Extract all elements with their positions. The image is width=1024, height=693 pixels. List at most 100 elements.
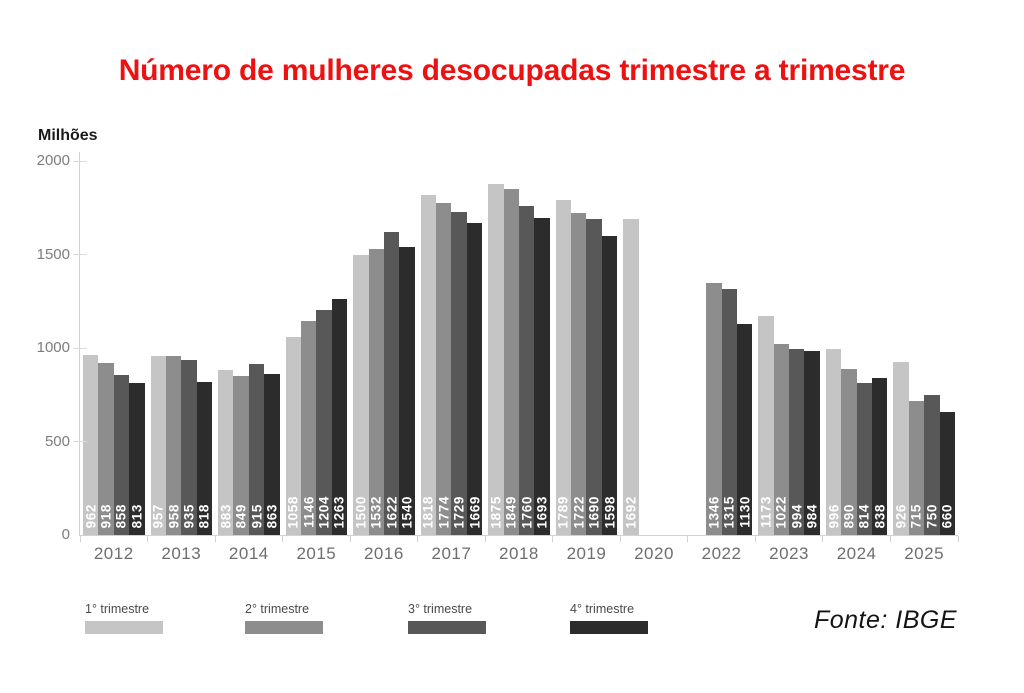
x-category-label: 2022: [701, 544, 742, 563]
x-category-label: 2018: [499, 544, 539, 563]
x-tick: [79, 536, 81, 542]
bar-group: 1058 1146 1204 1263: [283, 298, 351, 535]
x-category-label: 2019: [566, 544, 607, 563]
bar-value-label: 883: [218, 503, 234, 528]
bar-value-label: 1173: [758, 496, 774, 528]
x-tick: [484, 536, 486, 542]
bar-value-label: 1690: [586, 495, 602, 528]
bar-value-label: 818: [196, 503, 212, 528]
bar: 1729: [451, 211, 467, 535]
bar-value-label: 1692: [623, 495, 639, 528]
bar-value-label: 750: [924, 503, 940, 528]
legend: 1° trimestre 2° trimestre 3° trimestre 4° t…: [85, 602, 735, 646]
x-tick: [282, 536, 284, 542]
bar-value-label: 1146: [301, 496, 317, 528]
bar: 1692: [623, 218, 639, 535]
bar-group: 1692: [620, 218, 688, 535]
bar-value-label: 814: [856, 503, 872, 528]
bar-value-label: 1263: [331, 495, 347, 528]
bar: 838: [872, 378, 888, 535]
bar: 915: [248, 363, 265, 535]
bar: 1693: [534, 218, 550, 535]
bar-value-label: 1540: [399, 495, 415, 528]
bar-value-label: 962: [83, 503, 99, 528]
source-label: Fonte: IBGE: [813, 606, 957, 634]
bar: 814: [856, 382, 872, 535]
y-tick-label: 2000: [36, 152, 70, 169]
bar: 1532: [368, 248, 384, 535]
y-tick: [73, 441, 87, 442]
bar-value-label: 1598: [602, 495, 618, 528]
bar-group: 1500 1532 1622 1540: [350, 231, 418, 535]
bar-group: 926 715 750 660: [890, 361, 958, 535]
y-tick-label: 1500: [36, 245, 70, 263]
legend-swatch: [570, 621, 648, 634]
x-tick: [214, 536, 216, 542]
bar-group: 1818 1774 1729 1669: [418, 195, 486, 535]
bar-value-label: 715: [908, 503, 924, 528]
bar: 1263: [331, 298, 348, 535]
bar-value-label: 958: [166, 503, 182, 528]
bar: 813: [129, 382, 145, 535]
x-category-label: 2020: [634, 544, 674, 563]
x-tick: [147, 536, 149, 542]
bar: 863: [264, 373, 280, 535]
bar-value-label: 863: [264, 503, 280, 528]
x-tick: [957, 536, 959, 542]
y-tick-label: 500: [44, 432, 70, 450]
bar-value-label: 1622: [384, 495, 400, 528]
legend-item: 2° trimestre: [245, 602, 323, 634]
bar: 818: [196, 382, 213, 535]
bar: 935: [181, 360, 197, 535]
y-tick-label: 1000: [36, 339, 70, 356]
y-tick: [73, 160, 87, 162]
x-tick: [754, 536, 756, 542]
bar-value-label: 1500: [353, 495, 369, 528]
bar: 1849: [503, 189, 519, 535]
bar-value-label: 1849: [503, 495, 519, 528]
y-tick: [73, 254, 87, 255]
bar: 1622: [383, 231, 400, 535]
legend-label: 1° trimestre: [85, 602, 150, 616]
bar: 1760: [518, 205, 535, 535]
bar: 996: [825, 348, 842, 535]
y-tick: [73, 347, 87, 349]
bar: 1722: [571, 213, 587, 535]
x-category-label: 2015: [296, 544, 337, 563]
y-tick-label: 0: [61, 526, 70, 543]
bar: 883: [218, 369, 234, 535]
bar: 1315: [721, 289, 737, 535]
legend-label: 2° trimestre: [245, 602, 310, 616]
bar: 660: [939, 411, 955, 535]
bars: 962 918 858 813 957 958 935 818 883 849 915 863 1058…: [80, 161, 958, 535]
bar-value-label: 1058: [285, 495, 301, 528]
bar-value-label: 890: [841, 503, 857, 528]
bar-value-label: 1875: [488, 495, 504, 528]
bar: 849: [233, 376, 249, 535]
bar-value-label: 1729: [451, 495, 467, 528]
bar-group: 957 958 935 818: [148, 355, 216, 535]
bar: 1130: [736, 323, 753, 535]
bar-value-label: 1315: [721, 495, 737, 528]
bar: 1789: [555, 200, 572, 535]
bar-value-label: 1774: [436, 495, 452, 528]
bar-value-label: 660: [939, 503, 955, 528]
bar-value-label: 858: [113, 503, 129, 528]
bar-group: 1875 1849 1760 1693: [485, 184, 553, 535]
bar-value-label: 1693: [534, 495, 550, 528]
bar-value-label: 996: [826, 503, 842, 528]
legend-item: 1° trimestre: [85, 602, 163, 634]
legend-swatch: [408, 621, 486, 634]
bar-value-label: 915: [249, 503, 265, 528]
bar-value-label: 813: [129, 503, 145, 528]
bar: 1690: [586, 218, 602, 535]
x-tick: [889, 536, 891, 542]
x-category-label: 2017: [431, 544, 472, 563]
bar-value-label: 1346: [706, 495, 722, 528]
bar-value-label: 1789: [555, 495, 571, 528]
bar: 1146: [300, 320, 317, 535]
bar: 1058: [285, 337, 301, 535]
x-axis-labels: 2012 2013 2014 2015 2016 2017 2018 2019 2020 2022…: [80, 544, 958, 564]
bar-value-label: 984: [804, 503, 820, 528]
bar-value-label: 1532: [368, 495, 384, 528]
